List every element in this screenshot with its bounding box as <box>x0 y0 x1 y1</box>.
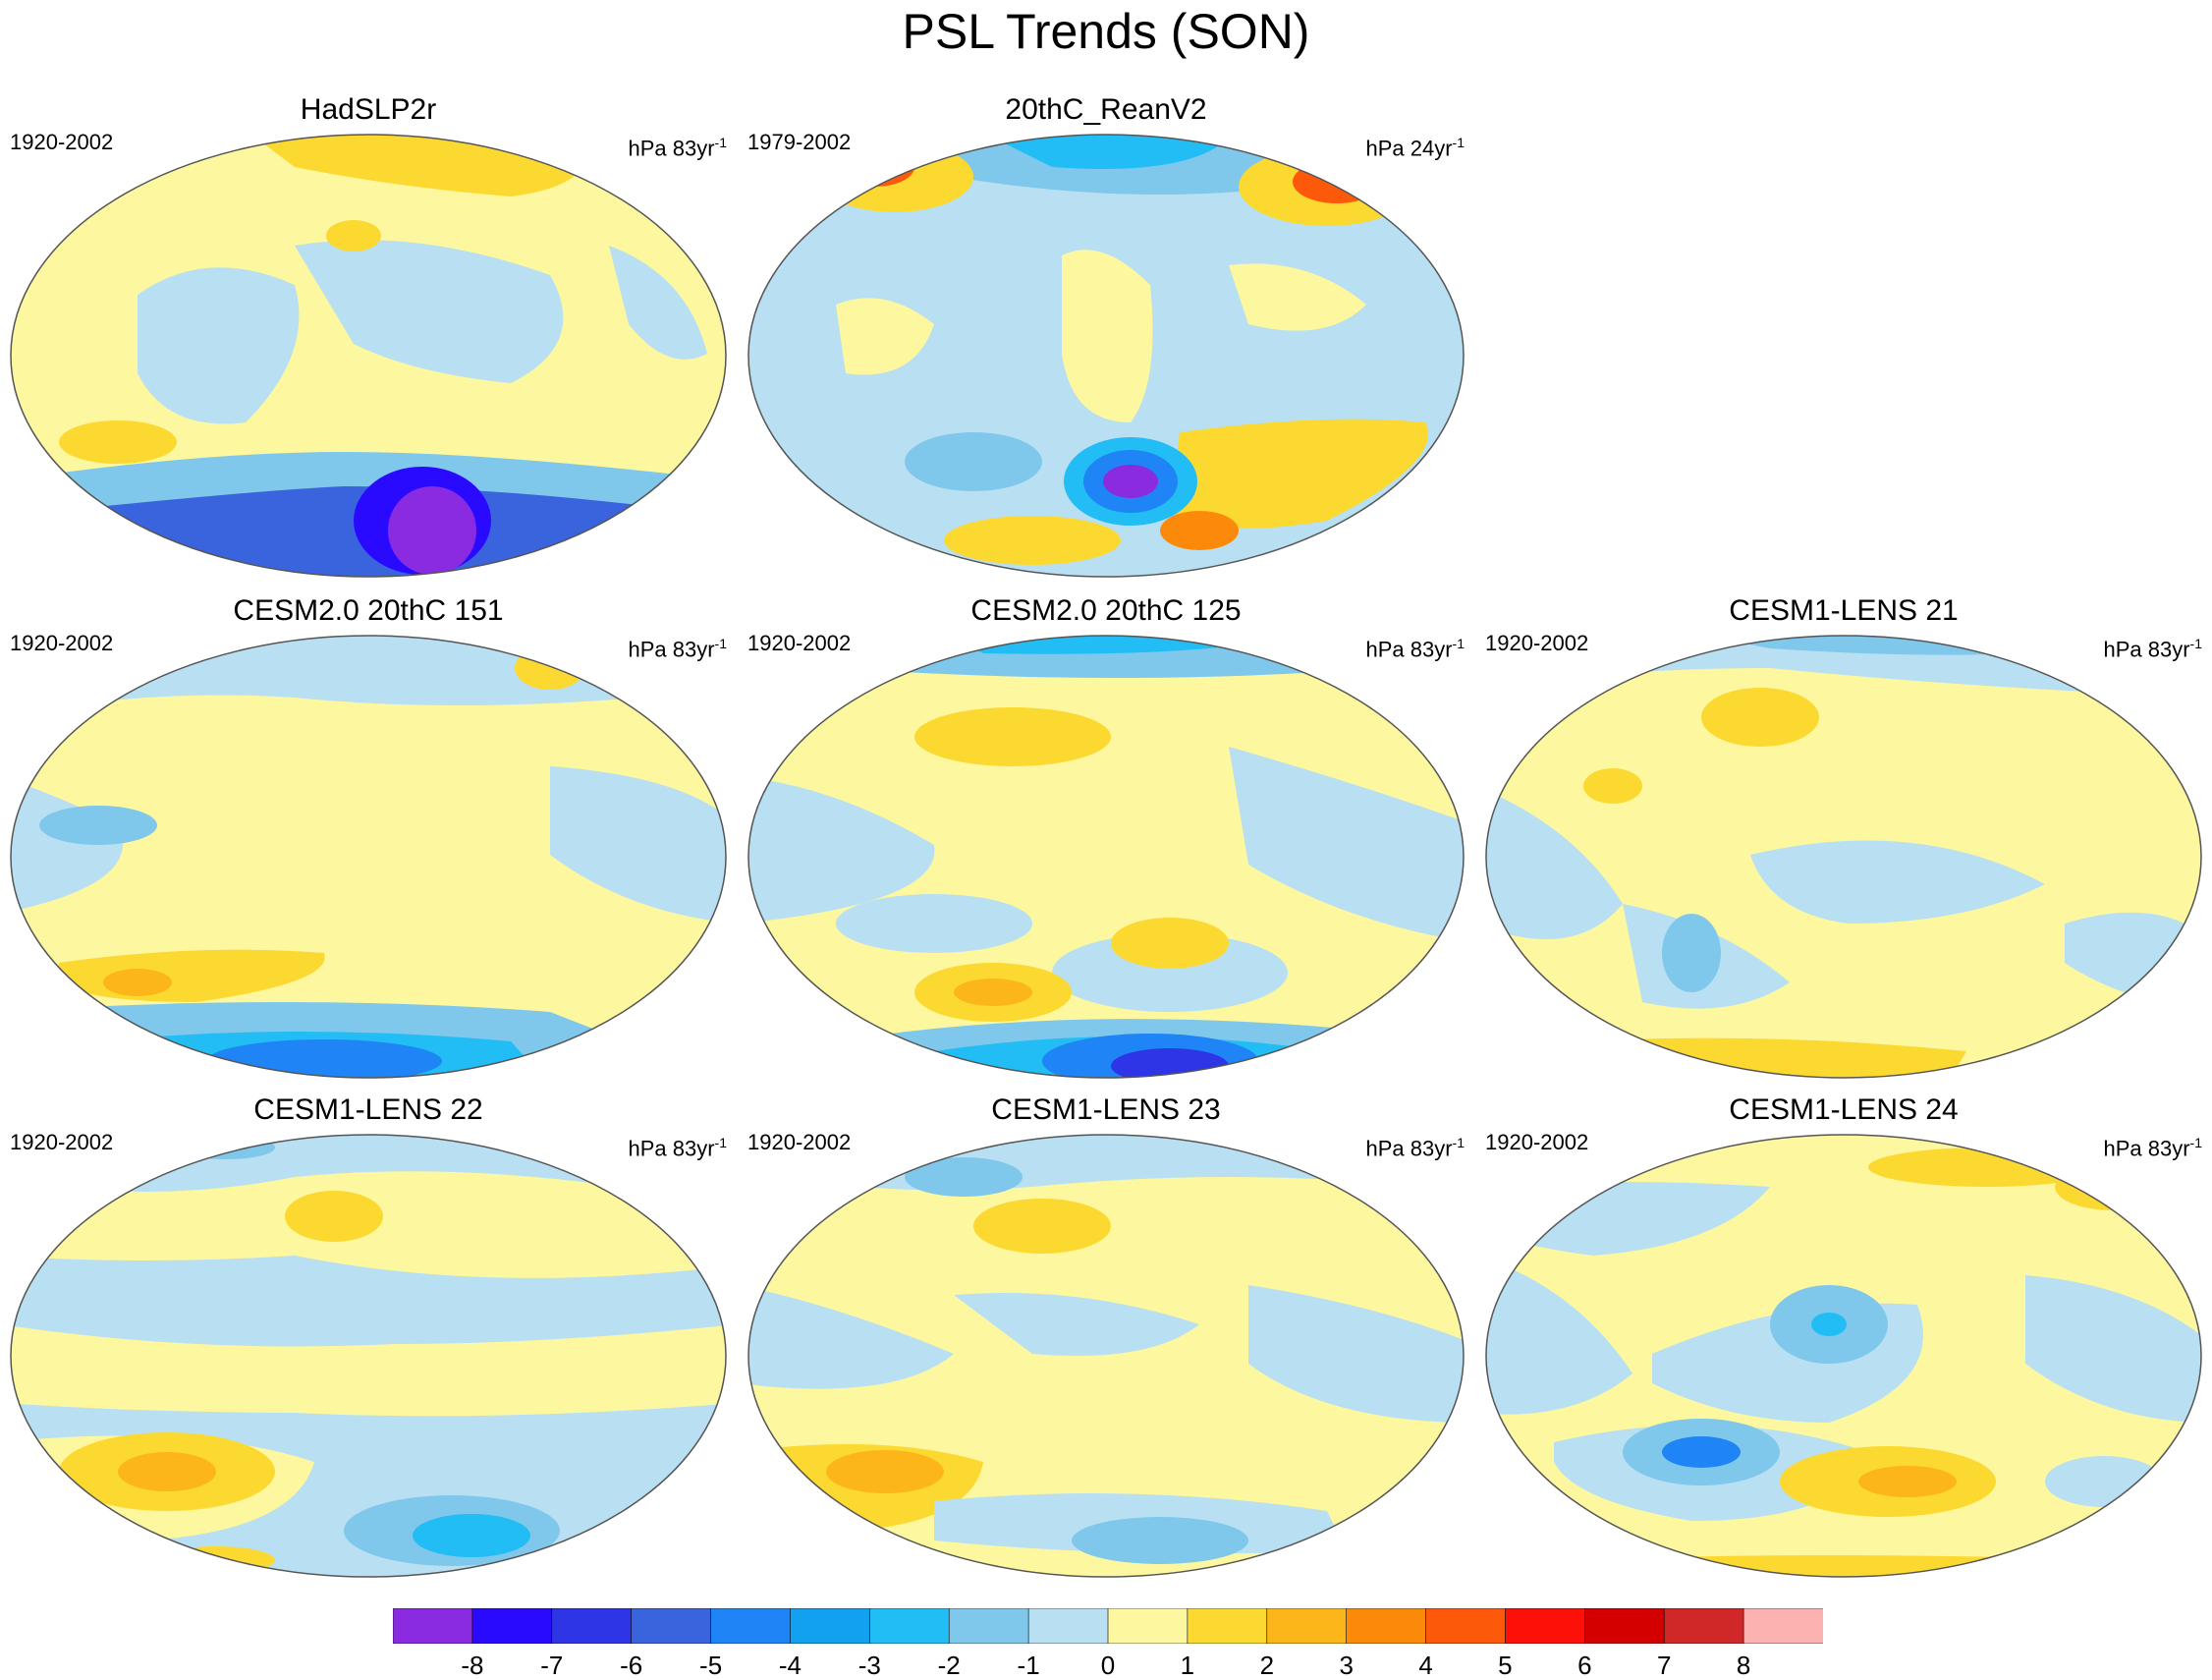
colorbar-tick-label: 6 <box>1577 1651 1592 1680</box>
colorbar-swatch <box>1266 1608 1348 1644</box>
panel-title: CESM1-LENS 22 <box>253 1093 483 1126</box>
map-projection <box>1485 635 2202 1079</box>
colorbar-tick-label: 5 <box>1498 1651 1513 1680</box>
colorbar-tick-label: 7 <box>1656 1651 1672 1680</box>
colorbar-swatch <box>790 1608 871 1644</box>
colorbar-labels: -8 -7 -6 -5 -4 -3 -2 -1 0 1 2 3 4 5 6 7 8 <box>393 1651 1823 1680</box>
panel-units: hPa 83yr-1 <box>2103 1135 2202 1161</box>
colorbar-tick-label: 2 <box>1259 1651 1275 1680</box>
panel-units: hPa 83yr-1 <box>1365 1135 1465 1161</box>
panel-units: hPa 83yr-1 <box>1365 636 1465 662</box>
map-projection <box>747 134 1465 578</box>
colorbar-swatch <box>1505 1608 1586 1644</box>
panel-period: 1920-2002 <box>1485 1130 1589 1154</box>
colorbar-swatch <box>631 1608 712 1644</box>
colorbar-swatch <box>1027 1608 1109 1644</box>
colorbar-tick-label: 1 <box>1180 1651 1195 1680</box>
map-panel-cesm2-151: CESM2.0 20thC 151 1920-2002 hPa 83yr-1 <box>0 593 737 1085</box>
map-projection <box>10 134 727 578</box>
map-projection <box>10 635 727 1079</box>
panel-units: hPa 83yr-1 <box>628 1135 727 1161</box>
panel-title: HadSLP2r <box>300 93 437 126</box>
map-projection <box>10 1134 727 1578</box>
map-panel-cesm1-lens-24: CESM1-LENS 24 1920-2002 hPa 83yr-1 <box>1475 1092 2212 1584</box>
colorbar-swatch <box>1187 1608 1268 1644</box>
colorbar-tick-label: -8 <box>461 1651 484 1680</box>
colorbar-tick-label: 8 <box>1736 1651 1751 1680</box>
colorbar-tick-label: -7 <box>540 1651 564 1680</box>
colorbar-tick-label: 3 <box>1339 1651 1354 1680</box>
map-projection <box>747 1134 1465 1578</box>
colorbar-swatch <box>1742 1608 1823 1644</box>
colorbar-tick-label: -2 <box>937 1651 961 1680</box>
panel-period: 1920-2002 <box>747 631 852 655</box>
panel-period: 1920-2002 <box>10 631 114 655</box>
colorbar-tick-label: -5 <box>699 1651 723 1680</box>
map-panel-20thc-reanv2: 20thC_ReanV2 1979-2002 hPa 24yr-1 <box>738 92 1474 584</box>
panel-units: hPa 83yr-1 <box>628 135 727 161</box>
colorbar-swatch <box>1584 1608 1666 1644</box>
map-panel-hadslp2r: HadSLP2r 1920-2002 hPa 83yr-1 <box>0 92 737 584</box>
colorbar-swatch <box>1663 1608 1744 1644</box>
colorbar-swatch <box>710 1608 792 1644</box>
figure-title: PSL Trends (SON) <box>902 4 1310 59</box>
panel-units: hPa 83yr-1 <box>2103 636 2202 662</box>
colorbar-swatch <box>551 1608 633 1644</box>
colorbar <box>393 1608 1823 1644</box>
panel-period: 1920-2002 <box>747 1130 852 1154</box>
panel-period: 1979-2002 <box>747 130 852 154</box>
colorbar-swatch <box>1425 1608 1507 1644</box>
panel-period: 1920-2002 <box>10 1130 114 1154</box>
colorbar-tick-label: -1 <box>1017 1651 1040 1680</box>
map-panel-cesm1-lens-21: CESM1-LENS 21 1920-2002 hPa 83yr-1 <box>1475 593 2212 1085</box>
map-projection <box>1485 1134 2202 1578</box>
panel-period: 1920-2002 <box>1485 631 1589 655</box>
colorbar-tick-label: -6 <box>620 1651 643 1680</box>
colorbar-tick-label: -4 <box>778 1651 802 1680</box>
panel-title: CESM1-LENS 21 <box>1729 594 1959 627</box>
panel-units: hPa 83yr-1 <box>628 636 727 662</box>
panel-units: hPa 24yr-1 <box>1365 135 1465 161</box>
colorbar-swatch <box>1107 1608 1189 1644</box>
colorbar-tick-label: 4 <box>1418 1651 1433 1680</box>
panel-period: 1920-2002 <box>10 130 114 154</box>
panel-title: CESM2.0 20thC 151 <box>233 594 504 627</box>
panel-title: 20thC_ReanV2 <box>1005 93 1207 126</box>
colorbar-tick-label: 0 <box>1100 1651 1116 1680</box>
colorbar-swatch <box>1346 1608 1427 1644</box>
colorbar-swatch <box>471 1608 553 1644</box>
colorbar-swatch <box>393 1608 473 1644</box>
map-panel-cesm1-lens-23: CESM1-LENS 23 1920-2002 hPa 83yr-1 <box>738 1092 1474 1584</box>
map-projection <box>747 635 1465 1079</box>
panel-title: CESM2.0 20thC 125 <box>970 594 1242 627</box>
colorbar-swatch <box>948 1608 1029 1644</box>
panel-title: CESM1-LENS 23 <box>991 1093 1221 1126</box>
map-panel-cesm2-125: CESM2.0 20thC 125 1920-2002 hPa 83yr-1 <box>738 593 1474 1085</box>
panel-title: CESM1-LENS 24 <box>1729 1093 1959 1126</box>
map-panel-cesm1-lens-22: CESM1-LENS 22 1920-2002 hPa 83yr-1 <box>0 1092 737 1584</box>
colorbar-swatch <box>869 1608 951 1644</box>
colorbar-tick-label: -3 <box>857 1651 881 1680</box>
